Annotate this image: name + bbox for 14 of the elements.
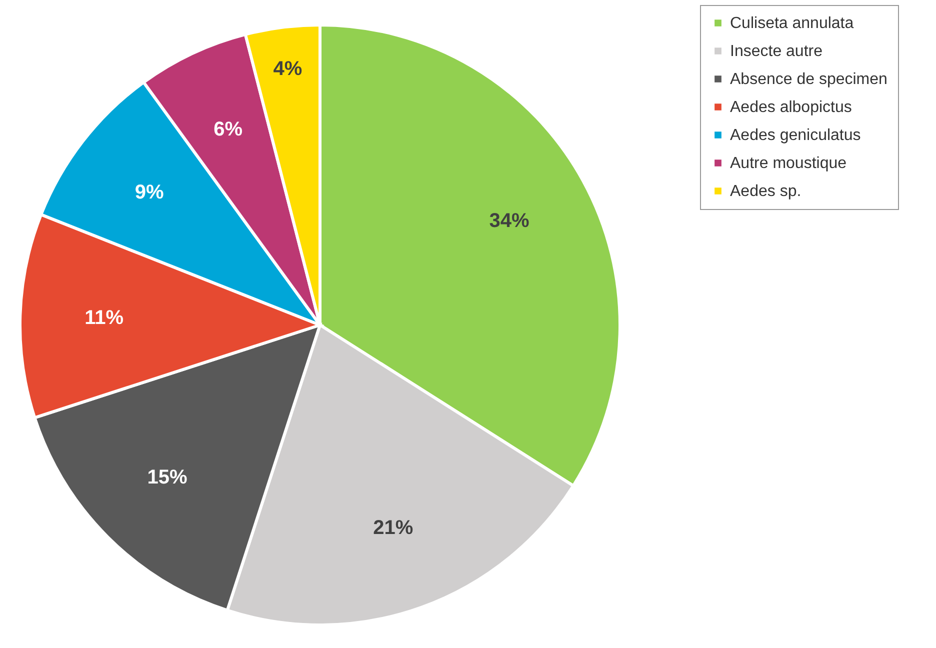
data-label: 4% bbox=[273, 58, 302, 80]
data-label: 9% bbox=[134, 182, 164, 204]
legend-label: Absence de specimen bbox=[730, 71, 888, 88]
legend-label: Insecte autre bbox=[730, 43, 823, 60]
legend-label: Culiseta annulata bbox=[730, 15, 854, 32]
legend-label: Aedes geniculatus bbox=[730, 127, 861, 144]
legend-label: Aedes sp. bbox=[730, 183, 802, 200]
data-label: 34% bbox=[489, 210, 530, 232]
data-label: 6% bbox=[214, 118, 243, 141]
data-label: 11% bbox=[84, 307, 124, 330]
legend-label: Aedes albopictus bbox=[730, 99, 852, 116]
data-label: 15% bbox=[147, 466, 188, 489]
legend-label: Autre moustique bbox=[730, 155, 847, 172]
data-label: 21% bbox=[373, 517, 414, 540]
